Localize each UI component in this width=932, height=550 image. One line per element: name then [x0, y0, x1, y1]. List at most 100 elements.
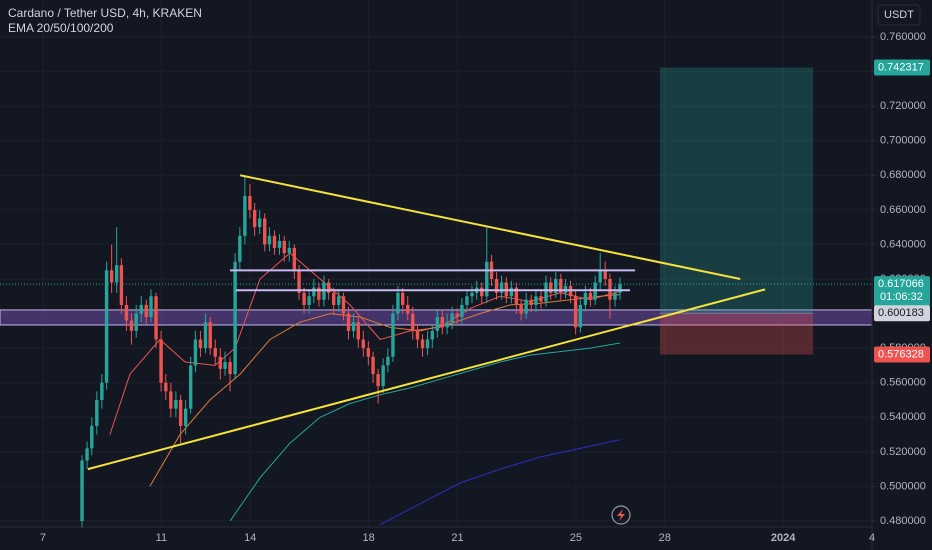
candle-body [183, 408, 188, 426]
candle-body [524, 299, 528, 314]
candle-body [583, 292, 588, 305]
candle-body [174, 399, 178, 409]
candle-body [208, 322, 212, 349]
candle-body [406, 304, 410, 314]
candle-body [272, 235, 277, 248]
currency-box[interactable] [877, 4, 921, 26]
candle-body [391, 313, 395, 357]
candle-body [124, 304, 129, 321]
candle-body [366, 348, 371, 357]
candle-body [302, 292, 306, 305]
candle-body [188, 365, 193, 409]
candle-body [396, 292, 400, 314]
y-tick-label: 0.760000 [880, 31, 926, 43]
candle-body [430, 330, 434, 340]
alert-icon[interactable] [611, 505, 631, 525]
candle-body [549, 282, 553, 293]
candle-body [104, 270, 109, 383]
countdown-label: 01:06:32 [880, 291, 923, 303]
candle-body [529, 299, 533, 305]
candle-body [257, 218, 262, 228]
y-tick-label: 0.720000 [880, 100, 926, 112]
candle-body [129, 320, 134, 331]
trend-line [239, 174, 741, 280]
candle-body [218, 356, 222, 369]
candle-body [386, 356, 390, 366]
candle-body [485, 261, 489, 297]
candle-body [80, 460, 84, 522]
chart-title: Cardano / Tether USD, 4h, KRAKEN [8, 6, 202, 20]
candle-body [263, 218, 267, 245]
candle-body [164, 382, 168, 392]
candle-body [435, 317, 440, 331]
candle-body [134, 313, 138, 331]
candle-body [297, 270, 301, 293]
y-tick-label: 0.700000 [880, 135, 926, 147]
last-price-label: 0.617066 [878, 278, 924, 290]
candle-body [603, 270, 607, 279]
candle-body [470, 292, 474, 297]
candle-body [114, 265, 119, 283]
candle-body [578, 304, 583, 328]
candle-body [544, 282, 548, 302]
candle-body [554, 278, 558, 293]
candle-body [509, 287, 514, 297]
candle-body [312, 287, 316, 297]
candle-body [455, 313, 459, 318]
candle-body [248, 196, 252, 210]
candle-body [539, 296, 543, 302]
y-tick-label: 0.520000 [880, 446, 926, 458]
candle-body [440, 317, 445, 328]
candle-body [411, 313, 415, 331]
candle-body [519, 304, 523, 314]
candle-body [292, 247, 297, 271]
last-price-box [874, 276, 930, 307]
candle-body [346, 313, 351, 331]
candle-body [588, 292, 593, 300]
candle-body [85, 448, 89, 461]
candle-body [494, 278, 499, 293]
candle-body [573, 296, 578, 328]
x-tick-label: 14 [244, 532, 256, 544]
candle-body [213, 348, 217, 357]
candle-body [618, 284, 622, 293]
candle-body [109, 270, 114, 283]
candle-body [598, 270, 602, 283]
axes: 0.7600000.7400000.7200000.7000000.680000… [40, 31, 930, 544]
y-tick-label: 0.560000 [880, 377, 926, 389]
candle-body [400, 292, 405, 305]
candle-body [317, 287, 321, 300]
candle-body [425, 339, 430, 349]
candle-body [376, 374, 380, 387]
candle-body [178, 399, 183, 426]
candle-body [341, 296, 346, 314]
candle-body [480, 287, 484, 297]
candle-body [243, 196, 247, 236]
candle-body [287, 247, 291, 254]
target-price-label: 0.742317 [878, 61, 924, 73]
candle-body [144, 304, 148, 318]
y-tick-label: 0.660000 [880, 204, 926, 216]
candle-body [238, 235, 242, 262]
entry-price-label: 0.600183 [878, 307, 924, 319]
candle-body [356, 322, 360, 340]
x-tick-label: 7 [40, 532, 46, 544]
candle-body [559, 278, 563, 293]
candle-body [307, 296, 311, 305]
candle-body [198, 339, 203, 349]
candle-body [514, 287, 519, 305]
candle-body [331, 292, 336, 305]
candle-body [223, 361, 227, 369]
indicator-label: EMA 20/50/100/200 [8, 21, 114, 35]
candle-body [282, 240, 286, 254]
candle-body [499, 282, 504, 293]
candle-body [169, 391, 173, 409]
candle-body [95, 399, 99, 426]
currency-label[interactable]: USDT [884, 9, 914, 21]
candle-body [415, 330, 420, 340]
candle-body [193, 339, 198, 366]
plot-area [0, 67, 873, 528]
y-tick-label: 0.480000 [880, 515, 926, 527]
candle-body [371, 356, 375, 375]
